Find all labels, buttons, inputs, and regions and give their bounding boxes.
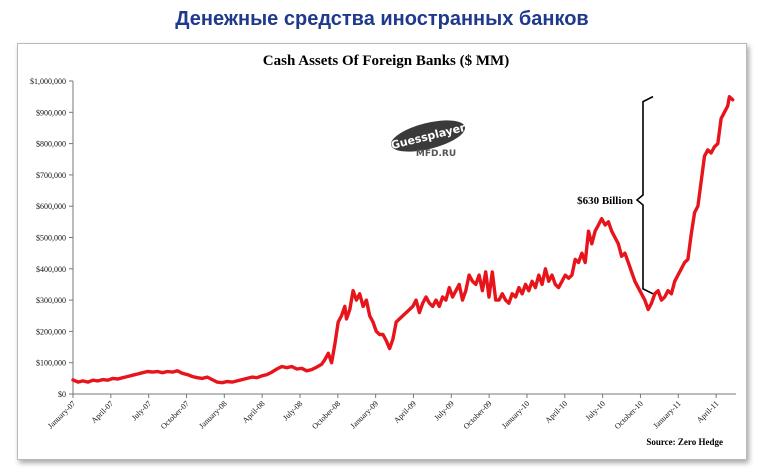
y-tick-label: $200,000 xyxy=(36,327,66,336)
y-tick-label: $700,000 xyxy=(36,171,66,180)
y-tick-label: $600,000 xyxy=(36,202,66,211)
chart-title: Cash Assets Of Foreign Banks ($ MM) xyxy=(263,53,509,69)
x-tick-label: October-09 xyxy=(462,399,494,431)
x-tick-label: July-08 xyxy=(281,399,304,422)
watermark-logo: Guessplayer MFD.RU xyxy=(390,120,467,159)
y-tick-label: $800,000 xyxy=(36,140,66,149)
y-tick-label: $300,000 xyxy=(36,296,66,305)
x-tick-label: April-09 xyxy=(392,399,418,425)
watermark-site: MFD.RU xyxy=(416,149,456,159)
x-tick-label: January-11 xyxy=(651,399,682,430)
y-axis-ticks: $0 $100,000 $200,000 $300,000 $400,000 $500,0… xyxy=(30,77,73,399)
x-tick-label: January-07 xyxy=(46,399,77,430)
x-tick-label: October-07 xyxy=(159,399,191,431)
chart-frame: Cash Assets Of Foreign Banks ($ MM) $0 $1… xyxy=(17,43,747,460)
x-tick-label: January-08 xyxy=(197,399,228,430)
y-tick-label: $500,000 xyxy=(36,234,66,243)
annotation-bracket-path xyxy=(635,95,654,295)
y-tick-label: $900,000 xyxy=(36,108,66,117)
chart-canvas: Cash Assets Of Foreign Banks ($ MM) $0 $1… xyxy=(30,53,736,447)
page-heading: Денежные средства иностранных банков xyxy=(175,8,589,30)
y-tick-label: $100,000 xyxy=(36,359,66,368)
x-tick-label: October-08 xyxy=(310,399,342,431)
x-tick-label: July-07 xyxy=(130,399,153,422)
x-axis-ticks: January-07 April-07 July-07 October-07 Janua… xyxy=(46,394,721,431)
series-line xyxy=(71,95,735,385)
x-tick-label: April-07 xyxy=(89,399,115,425)
y-tick-label: $400,000 xyxy=(36,265,66,274)
x-tick-label: April-11 xyxy=(695,399,721,425)
y-tick-label: $0 xyxy=(58,390,66,399)
x-tick-label: July-09 xyxy=(432,399,455,422)
annotation-bracket xyxy=(635,95,654,295)
x-tick-label: July-10 xyxy=(584,399,607,422)
annotation-label: $630 Billion xyxy=(577,195,633,207)
x-tick-label: April-10 xyxy=(543,399,569,425)
chart-axes xyxy=(72,81,736,395)
y-tick-label: $1,000,000 xyxy=(30,77,66,86)
x-tick-label: October-10 xyxy=(613,399,645,431)
x-tick-label: April-08 xyxy=(241,399,267,425)
x-tick-label: January-09 xyxy=(349,399,380,430)
source-label: Source: Zero Hedge xyxy=(646,437,723,447)
x-tick-label: January-10 xyxy=(500,399,531,430)
